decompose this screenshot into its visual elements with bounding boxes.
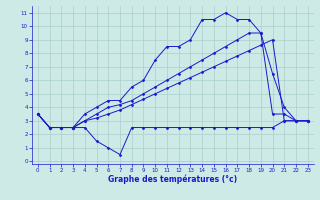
X-axis label: Graphe des températures (°c): Graphe des températures (°c) bbox=[108, 175, 237, 184]
